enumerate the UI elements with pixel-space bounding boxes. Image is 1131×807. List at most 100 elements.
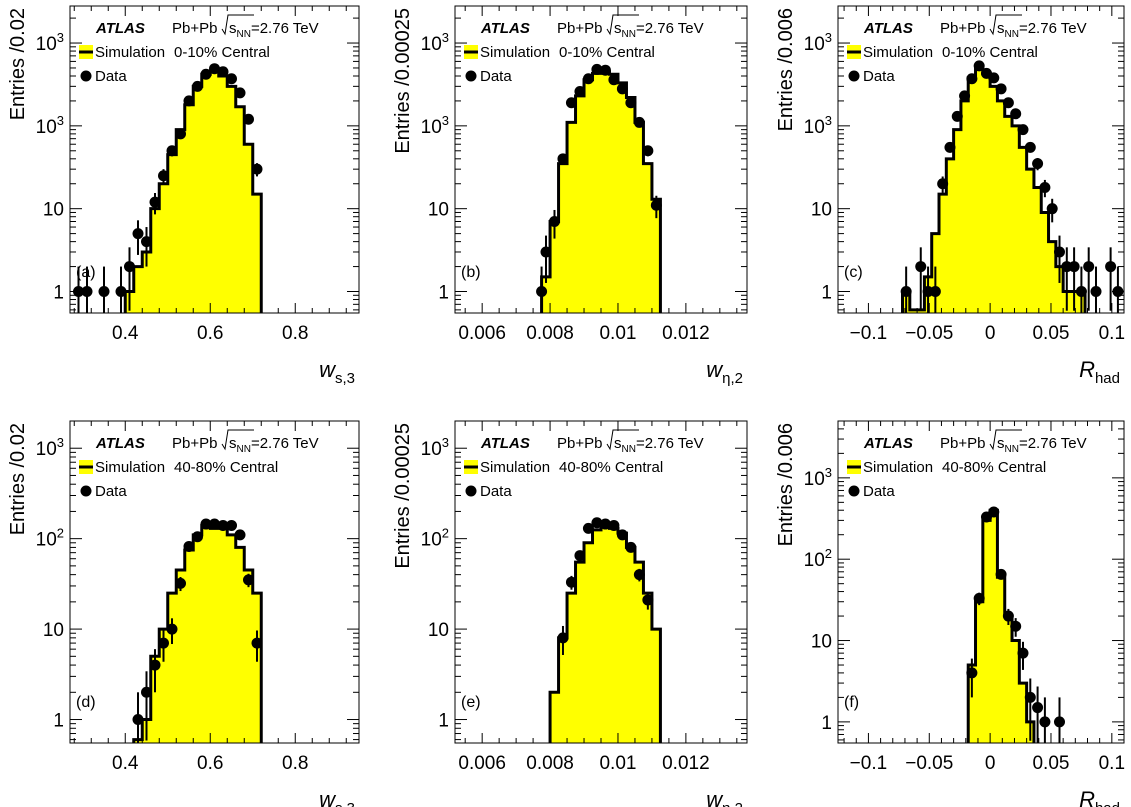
data-point: [966, 73, 978, 85]
x-tick-label: 0.6: [197, 753, 223, 774]
x-tick-label: 0.05: [1032, 323, 1069, 344]
data-point: [536, 285, 548, 297]
data-point: [1032, 158, 1044, 170]
data-point: [633, 569, 645, 581]
x-axis-title: wη,2: [706, 787, 743, 807]
collision-system-label: Pb+Pb: [557, 435, 602, 452]
energy-label: sNN=2.76 TeV: [997, 435, 1087, 455]
simulation-histogram: [123, 70, 263, 313]
data-point: [132, 228, 144, 240]
plot-area: [536, 63, 662, 313]
atlas-label: ATLAS: [95, 435, 145, 452]
data-point: [192, 80, 203, 92]
panel-label: (f): [844, 694, 859, 711]
panel-label: (c): [844, 264, 863, 281]
data-point: [1024, 141, 1036, 153]
data-point: [166, 623, 178, 635]
legend-data-label: Data: [95, 483, 127, 500]
x-tick-label: 0.1: [1099, 753, 1125, 774]
y-tick-label: 10: [428, 620, 449, 641]
data-point: [929, 285, 941, 297]
data-point: [1010, 620, 1022, 632]
legend-simulation-label: Simulation: [480, 44, 550, 61]
data-point: [1053, 246, 1065, 258]
data-point: [633, 116, 645, 128]
data-point: [582, 73, 594, 85]
panel-f: −0.1 −0.05 0 0.05 0.1 1 10 102 103 Entries /0.006…: [775, 420, 1125, 807]
data-point: [1068, 261, 1080, 273]
data-point: [937, 178, 949, 190]
centrality-label: 0-10% Central: [942, 44, 1038, 61]
data-point: [1032, 702, 1044, 714]
legend-data-marker: [848, 485, 860, 497]
legend-data-marker: [80, 485, 92, 497]
y-tick-label: 1: [438, 282, 449, 303]
collision-system-label: Pb+Pb: [557, 20, 602, 37]
y-tick-label: 10: [43, 620, 64, 641]
y-axis-title: Entries /0.02: [7, 423, 29, 535]
atlas-label: ATLAS: [480, 435, 530, 452]
energy-label: sNN=2.76 TeV: [997, 20, 1087, 40]
collision-system-label: Pb+Pb: [940, 435, 985, 452]
atlas-label: ATLAS: [863, 435, 913, 452]
sqrt-symbol: [221, 14, 254, 36]
x-tick-label: 0.05: [1032, 753, 1069, 774]
legend-simulation-label: Simulation: [863, 459, 933, 476]
collision-system-label: Pb+Pb: [172, 435, 217, 452]
data-point: [557, 632, 569, 644]
sqrt-symbol: [221, 429, 254, 451]
data-point: [1039, 716, 1051, 728]
y-axis-title: Entries /0.006: [775, 423, 797, 546]
x-tick-label: 0.4: [112, 323, 139, 344]
data-point: [1010, 108, 1022, 120]
data-point: [625, 97, 637, 109]
x-tick-label: 0.01: [599, 323, 636, 344]
data-point: [226, 73, 237, 85]
data-point: [973, 60, 985, 72]
y-tick-label: 103: [36, 113, 64, 138]
legend-simulation-label: Simulation: [480, 459, 550, 476]
data-point: [988, 506, 1000, 518]
centrality-label: 40-80% Central: [559, 459, 663, 476]
x-tick-label: 0: [985, 323, 996, 344]
data-point: [234, 87, 246, 99]
data-point: [995, 83, 1007, 95]
data-point: [209, 63, 220, 75]
data-point: [966, 667, 978, 679]
legend-data-label: Data: [95, 68, 127, 85]
data-point: [1046, 203, 1058, 215]
x-axis-title: Rhad: [1079, 787, 1120, 807]
legend-data-marker: [465, 70, 477, 82]
x-axis-title: Rhad: [1079, 357, 1120, 387]
y-tick-label: 10: [811, 632, 832, 653]
y-tick-label: 103: [804, 30, 832, 55]
plot-area: [73, 63, 263, 313]
data-point: [1017, 124, 1029, 136]
simulation-histogram: [540, 70, 662, 313]
simulation-histogram: [966, 508, 1036, 743]
sqrt-symbol: [606, 429, 639, 451]
y-tick-label: 103: [804, 465, 832, 490]
y-axis-title: Entries /0.02: [7, 8, 29, 120]
x-tick-label: −0.1: [850, 753, 888, 774]
data-point: [175, 577, 186, 589]
y-tick-label: 10: [428, 200, 449, 221]
x-tick-label: 0.008: [526, 323, 574, 344]
data-point: [582, 522, 594, 534]
legend-data-marker: [80, 70, 92, 82]
collision-system-label: Pb+Pb: [940, 20, 985, 37]
data-point: [608, 519, 620, 531]
x-tick-label: 0.8: [282, 753, 308, 774]
data-point: [608, 74, 620, 86]
data-point: [158, 170, 169, 182]
data-point: [243, 574, 254, 586]
x-tick-label: 0.8: [282, 323, 308, 344]
x-tick-label: 0.1: [1099, 323, 1125, 344]
plot-area: [132, 518, 263, 743]
data-point: [1002, 97, 1014, 109]
data-point: [599, 64, 611, 76]
data-point: [944, 141, 956, 153]
y-tick-label: 1: [821, 713, 832, 734]
data-point: [951, 110, 963, 122]
data-point: [557, 153, 569, 165]
